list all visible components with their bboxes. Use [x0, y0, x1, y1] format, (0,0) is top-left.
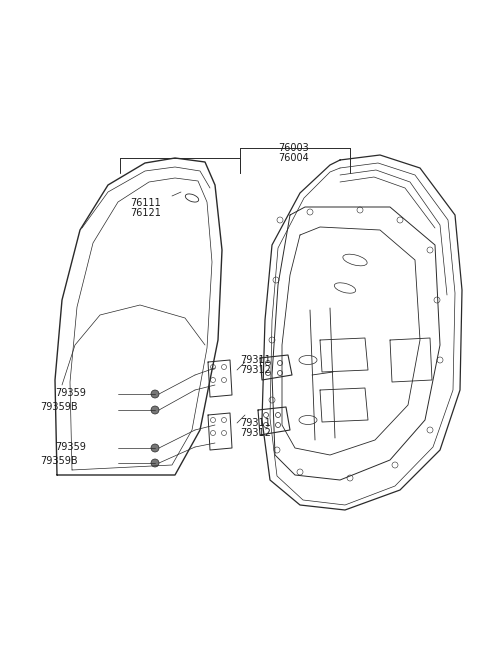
Text: 79311: 79311: [240, 355, 271, 365]
Circle shape: [151, 406, 159, 414]
Text: 79359B: 79359B: [40, 402, 78, 412]
Circle shape: [151, 390, 159, 398]
Text: 79359: 79359: [55, 442, 86, 452]
Text: 76111: 76111: [130, 198, 161, 208]
Text: 79359: 79359: [55, 388, 86, 398]
Circle shape: [151, 444, 159, 452]
Text: 79311: 79311: [240, 418, 271, 428]
Text: 76004: 76004: [278, 153, 309, 163]
Text: 79312: 79312: [240, 428, 271, 438]
Text: 76003: 76003: [278, 143, 309, 153]
Text: 76121: 76121: [130, 208, 161, 218]
Text: 79312: 79312: [240, 365, 271, 375]
Text: 79359B: 79359B: [40, 456, 78, 466]
Circle shape: [151, 459, 159, 467]
